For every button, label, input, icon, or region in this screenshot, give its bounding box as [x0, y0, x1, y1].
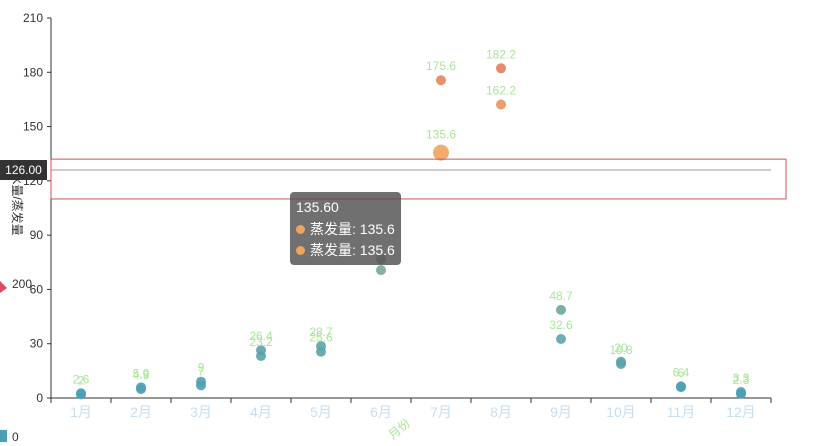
- data-label: 135.6: [426, 128, 456, 142]
- tooltip-row-text: 蒸发量: 135.6: [310, 242, 395, 258]
- data-point-evaporation: [496, 99, 506, 110]
- visual-map-high-handle[interactable]: [0, 281, 7, 293]
- x-tick-label: 11月: [667, 404, 696, 420]
- x-tick-label: 8月: [490, 404, 512, 420]
- data-label: 6.4: [673, 365, 690, 379]
- visual-map-low-handle[interactable]: [0, 430, 7, 442]
- y-tick-label: 30: [30, 337, 44, 351]
- data-point-precipitation: [196, 376, 206, 387]
- x-tick-label: 3月: [190, 404, 212, 420]
- data-label: 28.7: [309, 325, 333, 339]
- data-point-precipitation: [136, 382, 146, 393]
- y-tick-label: 90: [30, 228, 44, 242]
- x-tick-label: 7月: [430, 404, 452, 420]
- data-label: 3.3: [733, 371, 750, 385]
- data-point-precipitation: [256, 345, 266, 356]
- data-point-precipitation: [736, 388, 746, 399]
- data-label: 6: [678, 366, 685, 380]
- data-label: 25.6: [309, 331, 333, 345]
- x-tick-label: 4月: [250, 404, 272, 420]
- y-tick-label: 180: [23, 65, 43, 79]
- x-tick-label: 6月: [370, 404, 392, 420]
- tooltip-title: 135.60: [296, 199, 339, 215]
- data-points[interactable]: [76, 63, 746, 400]
- data-label: 18.8: [609, 343, 633, 357]
- tooltip: 135.60 蒸发量: 135.6 蒸发量: 135.6: [290, 192, 401, 265]
- data-label: 162.2: [486, 83, 516, 97]
- tooltip-series-dot: [296, 225, 305, 234]
- data-label: 7: [198, 364, 205, 378]
- data-point-precipitation: [436, 75, 446, 86]
- data-point-precipitation: [316, 341, 326, 352]
- data-label: 48.7: [549, 289, 573, 303]
- data-label: 23.2: [249, 335, 273, 349]
- tooltip-row-text: 蒸发量: 135.6: [310, 221, 395, 237]
- data-point-precipitation: [676, 382, 686, 393]
- data-label: 5.9: [133, 366, 150, 380]
- x-tick-label: 9月: [550, 404, 572, 420]
- x-axis-ticks: 1月 2月 3月 4月 5月 6月 7月 8月 9月 10月 11月 12月: [50, 398, 772, 420]
- x-tick-label: 1月: [70, 404, 92, 420]
- data-label: 26.4: [249, 329, 273, 343]
- data-labels: 2 4.9 7 23.2 25.6 135.6 162.2 32.6 20 6.4 3.3 2.6 5.…: [73, 47, 750, 387]
- data-label: 182.2: [486, 47, 516, 61]
- data-point-precipitation: [496, 63, 506, 74]
- data-label: 20: [614, 341, 628, 355]
- data-label: 2.3: [733, 373, 750, 387]
- x-tick-label: 12月: [726, 404, 756, 420]
- data-point-evaporation: [433, 144, 449, 161]
- axis-pointer-value-label: 126.00: [0, 160, 47, 180]
- data-point-evaporation: [556, 334, 566, 345]
- data-label: 32.6: [549, 318, 573, 332]
- data-label: 2.6: [73, 372, 90, 386]
- data-label: 2: [78, 373, 85, 387]
- brush-selection-rect[interactable]: [50, 158, 787, 200]
- y-tick-label: 0: [36, 391, 43, 405]
- x-tick-label: 10月: [606, 404, 636, 420]
- y-tick-label: 60: [30, 282, 44, 296]
- data-point-precipitation: [76, 388, 86, 399]
- visual-map-max-label: 200: [12, 277, 33, 291]
- data-label: 175.6: [426, 59, 456, 73]
- x-tick-label: 5月: [310, 404, 332, 420]
- data-label: 9: [198, 361, 205, 375]
- data-point-precipitation: [376, 265, 386, 276]
- x-tick-label: 2月: [130, 404, 152, 420]
- tooltip-row: 蒸发量: 135.6: [296, 219, 395, 240]
- visual-map-min-label: 0: [12, 430, 19, 444]
- data-label: 4.9: [133, 368, 150, 382]
- y-tick-label: 150: [23, 120, 43, 134]
- y-tick-label: 210: [23, 11, 43, 25]
- tooltip-series-dot: [296, 246, 305, 255]
- data-point-precipitation: [556, 304, 566, 315]
- data-point-precipitation: [616, 358, 626, 369]
- tooltip-row: 蒸发量: 135.6: [296, 240, 395, 261]
